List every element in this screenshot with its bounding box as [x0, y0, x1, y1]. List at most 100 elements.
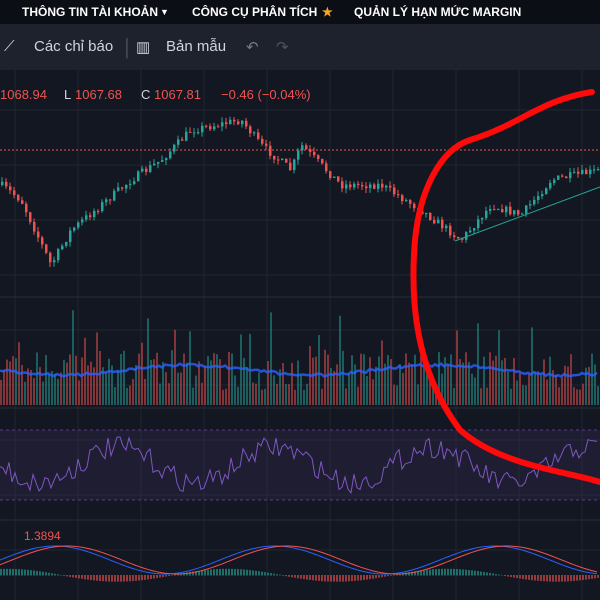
- macd-hist: [195, 571, 197, 576]
- volume-bar: [201, 382, 203, 405]
- volume-bar: [156, 352, 158, 405]
- macd-hist: [117, 575, 119, 582]
- candle: [397, 194, 400, 196]
- macd-hist: [219, 568, 221, 576]
- menu-item[interactable]: QUẢN LÝ HẠN MỨC MARGIN: [354, 5, 522, 19]
- volume-bar: [153, 359, 155, 405]
- candle: [197, 132, 200, 134]
- macd-hist: [387, 575, 389, 577]
- macd-hist: [327, 575, 329, 582]
- macd-hist: [366, 575, 368, 580]
- star-icon: ★: [322, 5, 333, 19]
- volume-bar: [528, 373, 530, 405]
- candle: [145, 168, 148, 172]
- macd-hist: [159, 575, 161, 578]
- volume-bar: [84, 337, 86, 405]
- toolbar: ⟋ Các chỉ báo | ▥ Bản mẫu ↶ ↷: [0, 24, 600, 70]
- volume-bar: [177, 372, 179, 405]
- menu-item[interactable]: THÔNG TIN TÀI KHOẢN: [22, 5, 158, 19]
- macd-hist: [144, 575, 146, 580]
- candle: [133, 181, 136, 184]
- volume-bar: [318, 335, 320, 405]
- indicators-button[interactable]: Các chỉ báo: [34, 38, 114, 55]
- volume-bar: [288, 384, 290, 405]
- volume-bar: [15, 358, 17, 405]
- candle: [121, 187, 124, 189]
- macd-hist: [507, 575, 509, 577]
- templates-button[interactable]: Bản mẫu: [166, 38, 227, 55]
- candle: [85, 215, 88, 220]
- volume-bar: [303, 389, 305, 405]
- candle: [557, 175, 560, 180]
- macd-hist: [27, 569, 29, 576]
- candle: [137, 171, 140, 182]
- macd-hist: [138, 575, 140, 581]
- macd-hist: [249, 570, 251, 576]
- volume-bar: [342, 350, 344, 405]
- volume-bar: [75, 355, 77, 405]
- macd-hist: [102, 575, 104, 582]
- macd-hist: [180, 573, 182, 576]
- volume-bar: [138, 353, 140, 405]
- macd-hist: [420, 570, 422, 576]
- candle: [505, 206, 508, 213]
- candle: [413, 203, 416, 209]
- macd-hist: [93, 575, 95, 581]
- volume-bar: [312, 357, 314, 405]
- macd: [0, 545, 599, 582]
- macd-hist: [555, 575, 557, 582]
- candle: [221, 122, 224, 127]
- volume-bar: [537, 371, 539, 405]
- candle: [461, 238, 464, 240]
- volume-bar: [375, 366, 377, 405]
- candle: [473, 228, 476, 231]
- candle: [289, 162, 292, 171]
- candle: [429, 212, 432, 220]
- candle: [445, 225, 448, 229]
- candle: [65, 242, 68, 246]
- volume-bar: [72, 310, 74, 405]
- macd-hist: [522, 575, 524, 580]
- macd-hist: [153, 575, 155, 579]
- macd-hist: [216, 569, 218, 576]
- volume-bar: [99, 350, 101, 405]
- menu-item[interactable]: CÔNG CỤ PHÂN TÍCH: [192, 5, 318, 19]
- macd-hist: [192, 571, 194, 576]
- candle: [249, 126, 252, 134]
- volume-bar: [501, 360, 503, 405]
- candle: [309, 149, 312, 152]
- candle: [125, 184, 128, 189]
- macd-hist: [570, 575, 572, 582]
- candle: [25, 203, 28, 213]
- candle: [481, 217, 484, 220]
- volume-bar: [363, 354, 365, 405]
- undo-button[interactable]: ↶: [246, 39, 259, 56]
- macd-hist: [363, 575, 365, 580]
- volume-bar: [63, 359, 65, 405]
- candle: [177, 139, 180, 145]
- volume-bar: [216, 354, 218, 405]
- candle: [497, 209, 500, 211]
- volume-bar: [162, 362, 164, 405]
- volume-bar: [87, 365, 89, 405]
- macd-hist: [381, 575, 383, 578]
- macd-hist: [546, 575, 548, 582]
- redo-button[interactable]: ↷: [276, 39, 289, 56]
- macd-hist: [531, 575, 533, 581]
- macd-hist: [150, 575, 152, 579]
- macd-hist: [126, 575, 128, 582]
- volume-bar: [111, 365, 113, 405]
- candle: [513, 210, 516, 215]
- volume-bar: [399, 364, 401, 405]
- volume-bar: [171, 350, 173, 405]
- volume-bar: [57, 379, 59, 405]
- candle: [237, 121, 240, 125]
- macd-hist: [588, 575, 590, 580]
- candle: [353, 183, 356, 188]
- macd-hist: [534, 575, 536, 581]
- volume-bar: [297, 360, 299, 405]
- macd-hist: [447, 568, 449, 576]
- volume-bar: [147, 318, 149, 405]
- candle: [285, 158, 288, 163]
